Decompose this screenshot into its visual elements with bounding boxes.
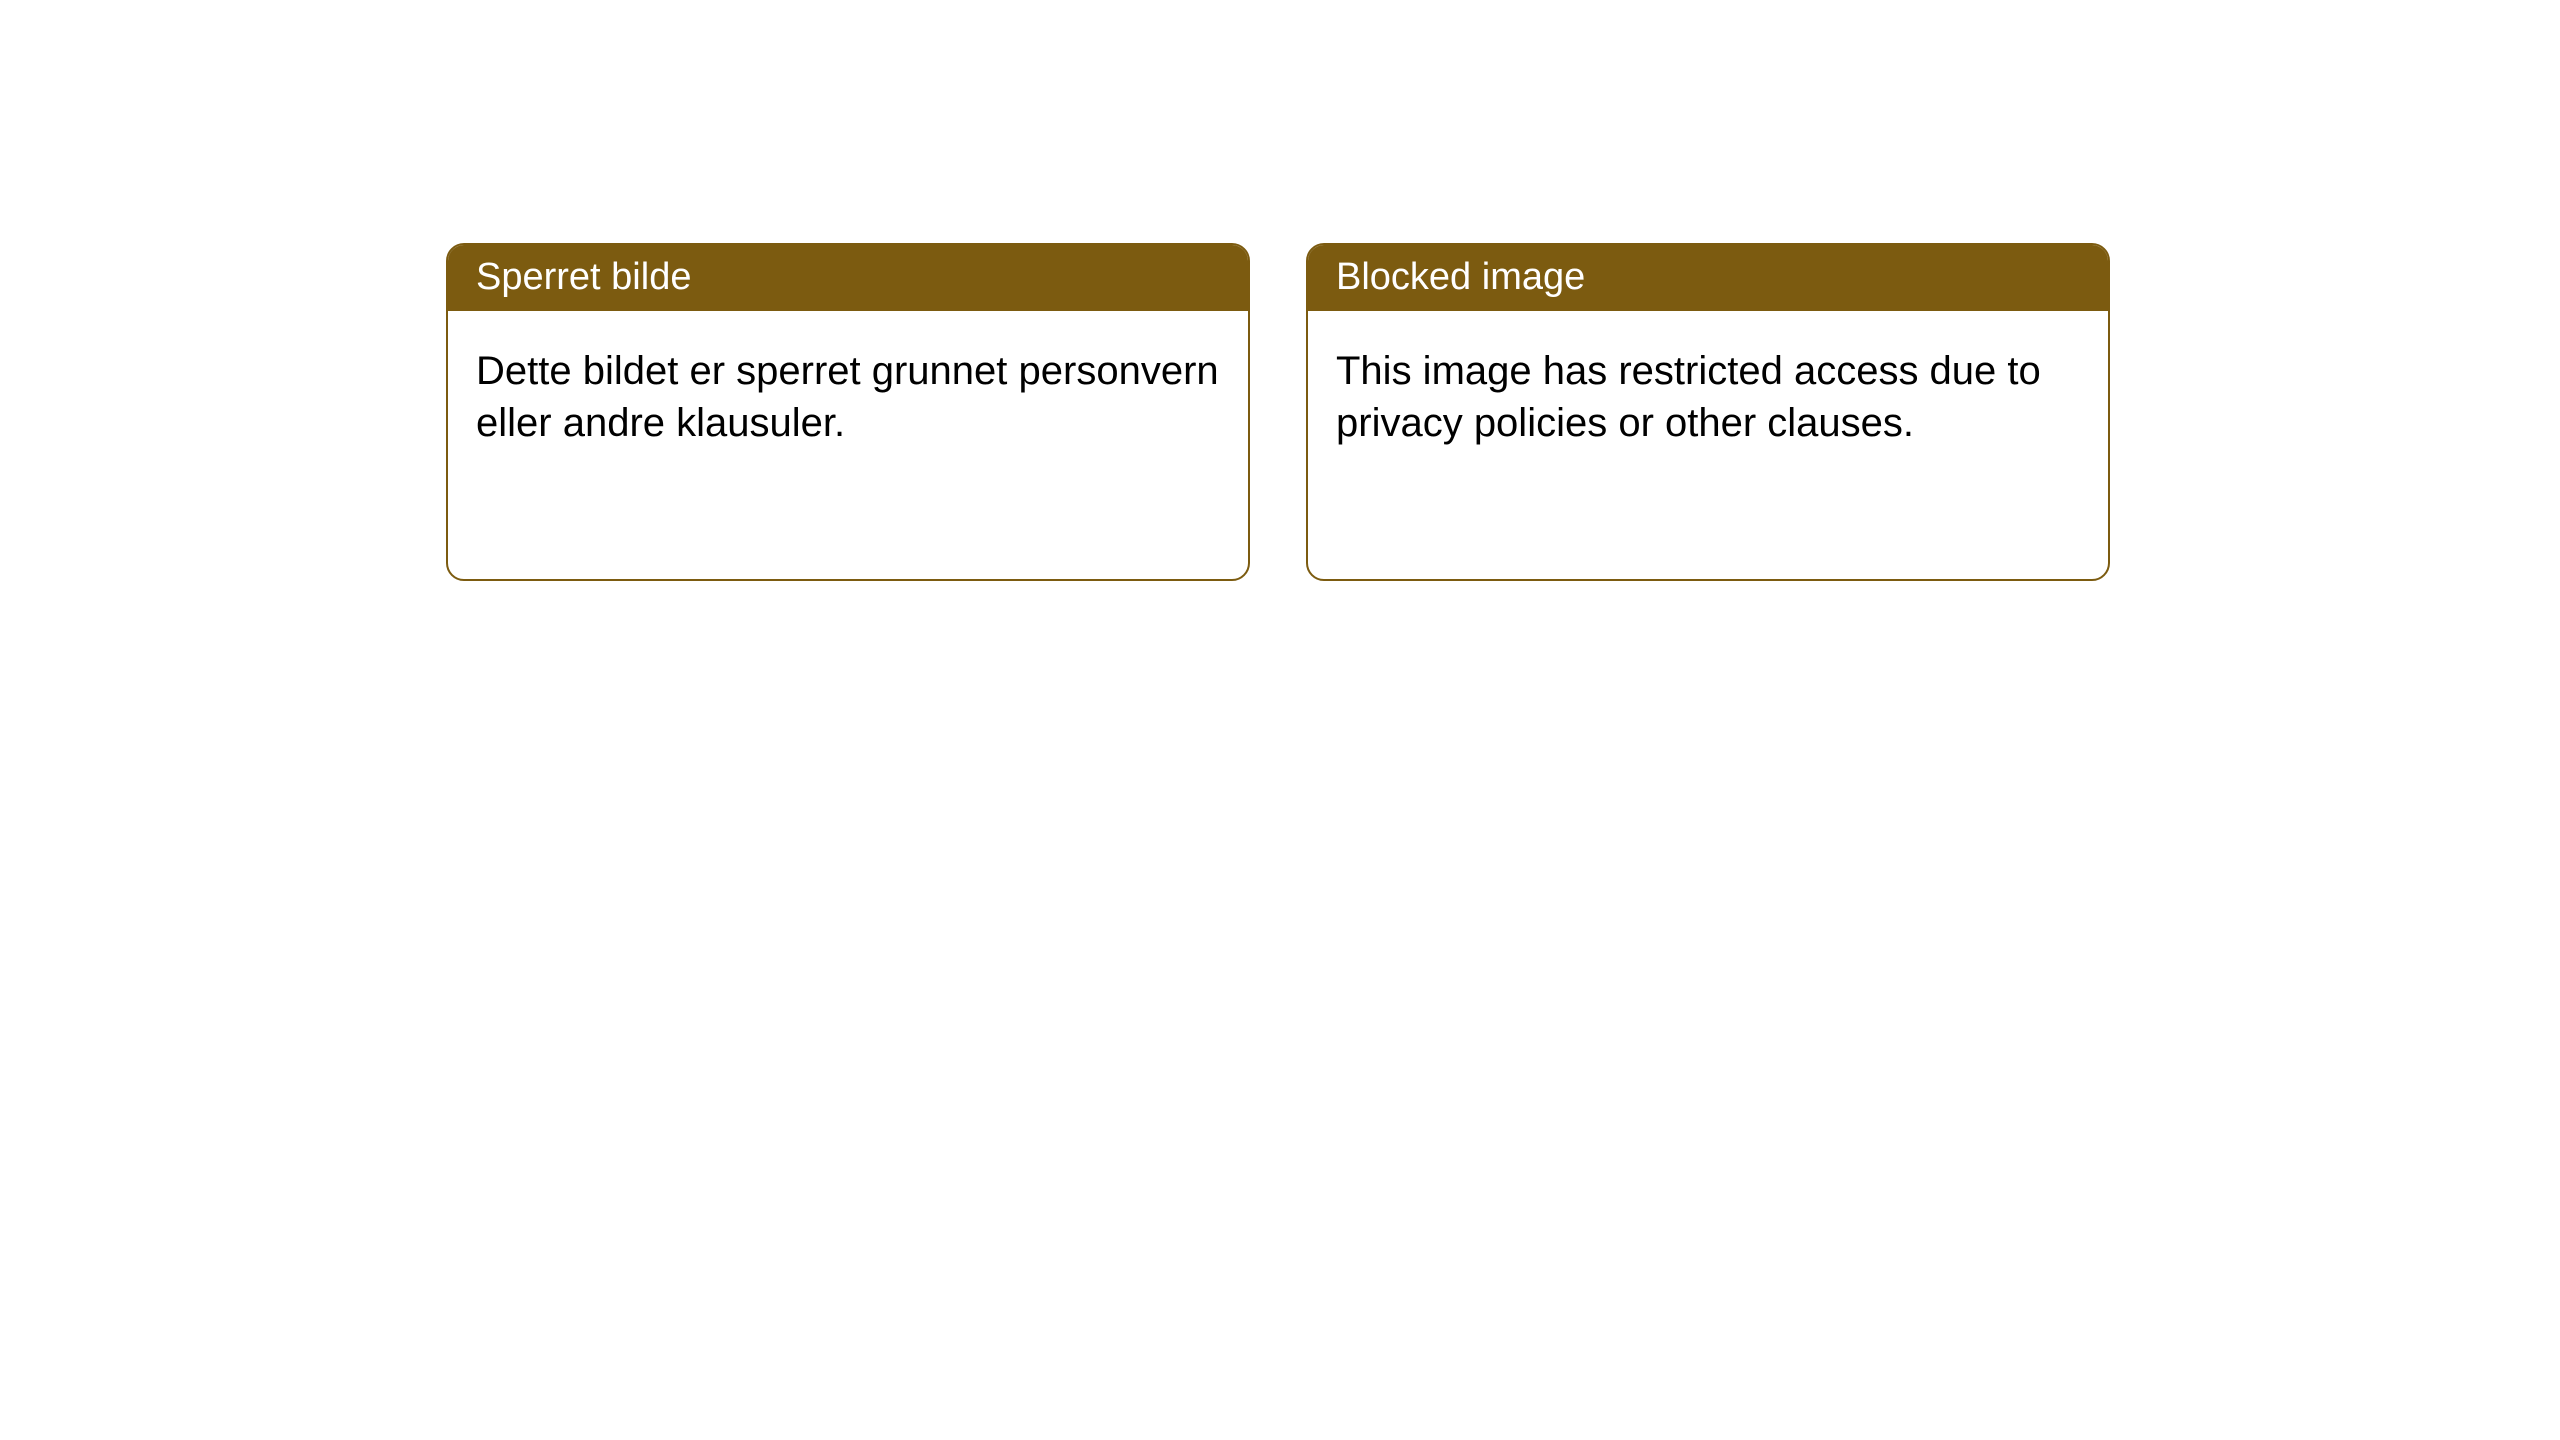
notice-card-english: Blocked image This image has restricted … bbox=[1306, 243, 2110, 581]
notice-card-norwegian: Sperret bilde Dette bildet er sperret gr… bbox=[446, 243, 1250, 581]
notice-card-message: This image has restricted access due to … bbox=[1308, 311, 2108, 483]
notice-card-title: Sperret bilde bbox=[448, 245, 1248, 311]
notice-card-message: Dette bildet er sperret grunnet personve… bbox=[448, 311, 1248, 483]
notice-card-title: Blocked image bbox=[1308, 245, 2108, 311]
notice-cards-container: Sperret bilde Dette bildet er sperret gr… bbox=[446, 243, 2110, 581]
